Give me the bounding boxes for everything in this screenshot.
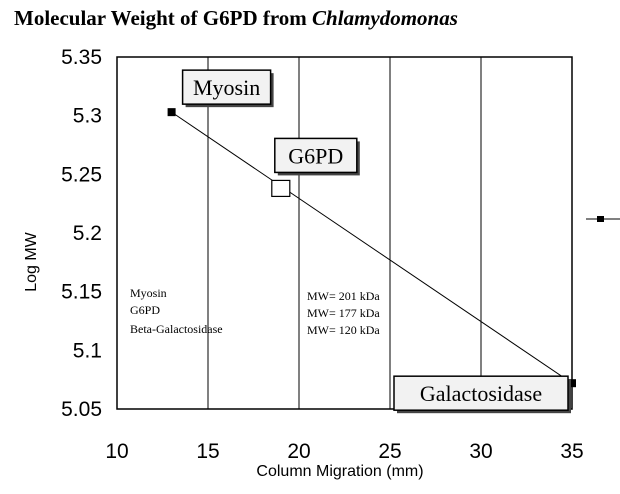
point-myosin	[167, 108, 176, 117]
callout-label-g6pd: G6PD	[288, 143, 343, 168]
legend-name-g6pd: G6PD	[130, 303, 160, 317]
callout-myosin: Myosin	[181, 69, 274, 108]
y-tick-label-5.1: 5.1	[73, 339, 102, 362]
callout-label-galactosidase: Galactosidase	[420, 381, 542, 406]
chart-title-italic: Chlamydomonas	[312, 6, 458, 30]
x-tick-label-20: 20	[287, 440, 310, 463]
legend-marker	[586, 216, 620, 222]
callout-box-g6pd	[274, 137, 358, 174]
legend-mw-g6pd: MW= 177 kDa	[307, 306, 380, 320]
callout-box-myosin	[181, 69, 272, 105]
x-tick-label-35: 35	[560, 440, 583, 463]
legend-mw-myosin: MW= 201 kDa	[307, 289, 380, 303]
x-tick-label-30: 30	[469, 440, 492, 463]
y-tick-label-5.25: 5.25	[61, 163, 102, 186]
callout-galactosidase: Galactosidase	[393, 375, 571, 414]
x-axis-label: Column Migration (mm)	[256, 463, 423, 480]
y-tick-label-5.3: 5.3	[73, 105, 102, 128]
callout-box-galactosidase	[393, 375, 569, 411]
x-tick-label-10: 10	[105, 440, 128, 463]
y-tick-label-5.05: 5.05	[61, 398, 102, 421]
y-tick-label-5.15: 5.15	[61, 281, 102, 304]
callout-g6pd: G6PD	[274, 137, 360, 176]
legend-mw-galactosidase: MW= 120 kDa	[307, 323, 380, 337]
x-tick-label-25: 25	[378, 440, 401, 463]
point-galactosidase	[568, 379, 576, 388]
y-axis-label: Log MW	[23, 231, 40, 291]
x-tick-label-15: 15	[196, 440, 219, 463]
chart-title: Molecular Weight of G6PD from Chlamydomo…	[14, 6, 458, 31]
y-tick-label-5.35: 5.35	[61, 46, 102, 69]
y-tick-label-5.2: 5.2	[73, 222, 102, 245]
legend-name-myosin: Myosin	[130, 286, 167, 300]
plot-frame	[116, 56, 573, 410]
legend-name-galactosidase: Beta-Galactosidase	[130, 322, 223, 336]
callout-label-myosin: Myosin	[193, 75, 260, 100]
chart-title-main: Molecular Weight of G6PD from	[14, 6, 313, 30]
point-g6pd	[271, 179, 291, 198]
series-line-0	[171, 111, 573, 384]
legend-text: Myosin G6PD Beta-Galactosidase MW= 201 k…	[130, 286, 380, 337]
